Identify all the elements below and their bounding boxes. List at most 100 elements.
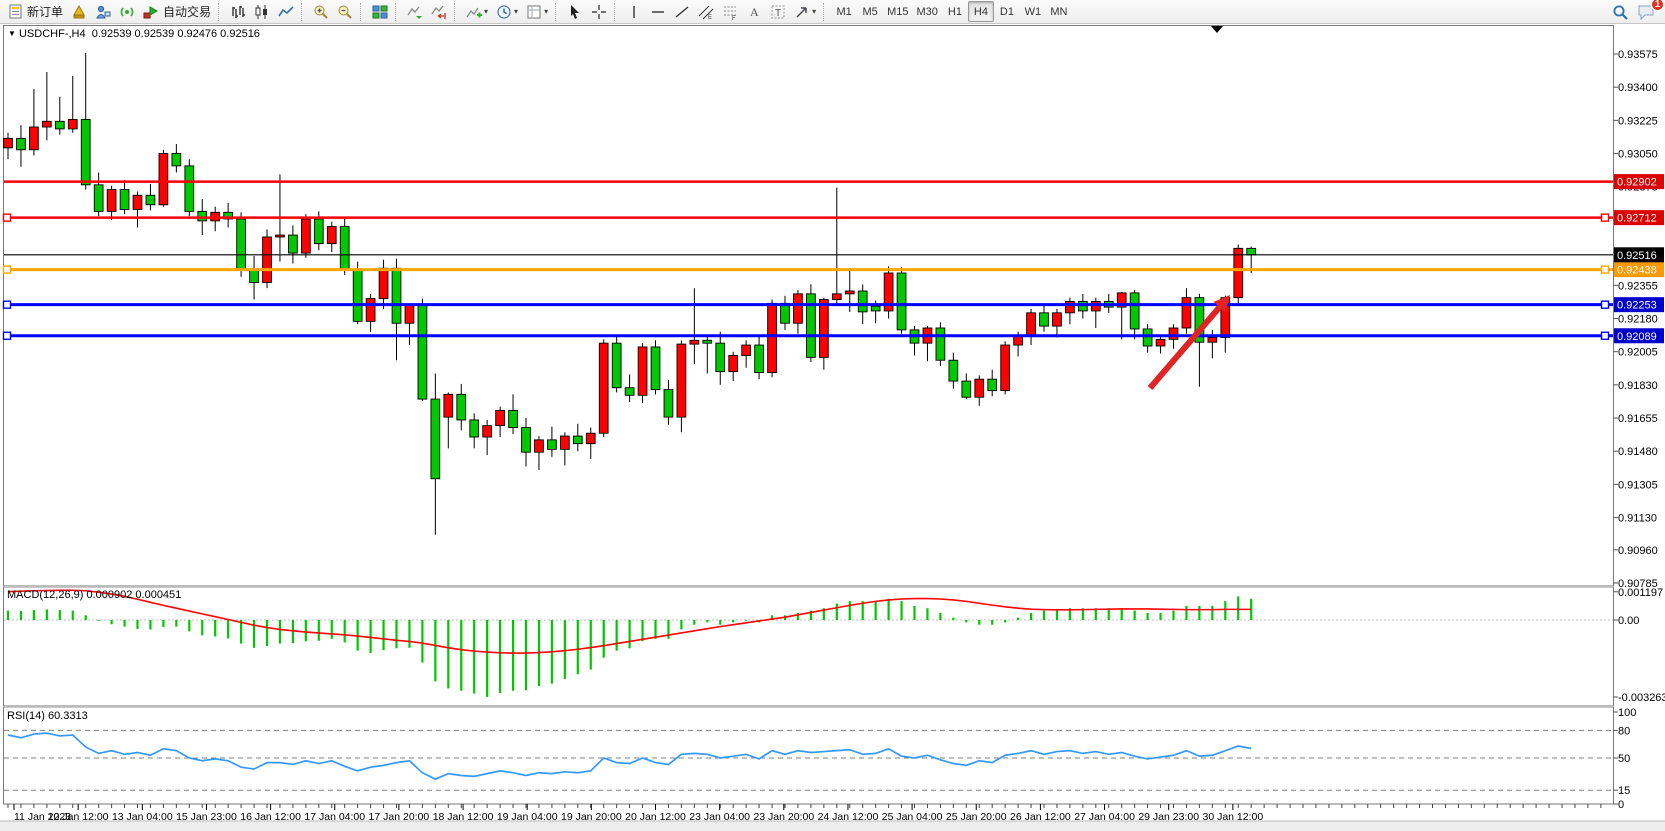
timeframe-m5-button[interactable]: M5 (862, 5, 878, 18)
timeframe-m1-button[interactable]: M1 (836, 5, 852, 18)
arrows-tool-button[interactable]: ▾ (790, 1, 820, 22)
chevron-down-icon[interactable]: ▾ (812, 7, 817, 16)
macd-indicator-label: MACD(12,26,9) 0.000902 0.000451 (7, 589, 182, 601)
toolbar-separator (395, 2, 400, 21)
equidistant-channel-button[interactable]: E (694, 1, 718, 22)
horizontal-line-button[interactable] (646, 1, 670, 22)
svg-text:0.92005: 0.92005 (1618, 347, 1658, 359)
auto-scroll-button[interactable] (403, 1, 427, 22)
strategy-tester-button[interactable] (91, 1, 115, 22)
signals-button[interactable] (115, 1, 139, 22)
text-label-button[interactable]: T (766, 1, 790, 22)
hline-0.92089[interactable] (2, 331, 1614, 340)
chevron-down-icon[interactable]: ▾ (514, 7, 519, 16)
chevron-down-icon[interactable]: ▾ (544, 7, 549, 16)
templates-button[interactable]: ▾ (522, 1, 552, 22)
timeframe-m15-button[interactable]: M15 (887, 5, 909, 18)
profile-icon (71, 4, 87, 20)
chart-symbol-header: ▼ USDCHF-,H4 0.92539 0.92539 0.92476 0.9… (8, 28, 260, 40)
svg-text:12 Jan 12:00: 12 Jan 12:00 (48, 811, 109, 823)
svg-text:0: 0 (1618, 799, 1624, 811)
timeframe-w1-button[interactable]: W1 (1024, 5, 1042, 18)
svg-text:0.92902: 0.92902 (1617, 177, 1657, 189)
template-icon (526, 4, 542, 20)
svg-text:0.93050: 0.93050 (1618, 149, 1658, 161)
toolbar-separator (360, 2, 365, 21)
hline-0.92253[interactable] (2, 300, 1614, 309)
charts-profile-button[interactable] (67, 1, 91, 22)
autotrading-button[interactable]: 自动交易 (139, 1, 215, 22)
trend-arrow-annotation[interactable] (1147, 295, 1230, 390)
svg-text:0.92089: 0.92089 (1617, 331, 1657, 343)
svg-text:0.92355: 0.92355 (1618, 280, 1658, 292)
timeframe-m30-button[interactable]: M30 (916, 5, 938, 18)
vertical-line-button[interactable] (622, 1, 646, 22)
channel-icon: E (698, 4, 714, 20)
bar-chart-button[interactable] (226, 1, 250, 22)
toolbar-separator (555, 2, 560, 21)
notifications-button[interactable]: 1 (1633, 0, 1664, 23)
arrows-icon (794, 4, 810, 20)
chart-shift-marker[interactable] (1211, 26, 1223, 33)
autotrading-button-label: 自动交易 (163, 5, 212, 19)
svg-text:0.91130: 0.91130 (1618, 513, 1657, 525)
timeframe-mn-button[interactable]: MN (1050, 5, 1068, 18)
trendline-button[interactable] (670, 1, 694, 22)
text-button[interactable]: A (742, 1, 766, 22)
svg-text:F: F (732, 16, 736, 20)
hline-handle[interactable] (1600, 300, 1610, 309)
hline-0.92712[interactable] (2, 213, 1614, 222)
chart-shift-button[interactable] (427, 1, 451, 22)
fibonacci-button[interactable]: F (718, 1, 742, 22)
svg-text:19 Jan 04:00: 19 Jan 04:00 (497, 811, 558, 823)
hline-handle[interactable] (1600, 213, 1610, 222)
vline-icon (626, 4, 642, 20)
svg-text:0.92712: 0.92712 (1617, 213, 1657, 225)
svg-text:A: A (750, 5, 759, 19)
chevron-down-icon[interactable]: ▾ (484, 7, 489, 16)
candlestick-chart-button[interactable] (250, 1, 274, 22)
notification-badge: 1 (1651, 0, 1664, 11)
svg-text:100: 100 (1618, 707, 1636, 719)
line-chart-button[interactable] (274, 1, 298, 22)
hline-handle[interactable] (2, 213, 12, 222)
rsi-line (7, 732, 1252, 781)
toolbar-separator (454, 2, 459, 21)
hline-handle[interactable] (2, 300, 12, 309)
hline-0.92438[interactable] (2, 265, 1614, 274)
chart-window[interactable]: 0.935750.934000.932250.930500.928750.927… (0, 24, 1665, 831)
hline-handle[interactable] (2, 265, 12, 274)
cursor-button[interactable] (563, 1, 587, 22)
hline-handle[interactable] (2, 331, 12, 340)
price-chart-canvas[interactable]: 0.935750.934000.932250.930500.928750.927… (0, 24, 1665, 831)
svg-text:-0.003263: -0.003263 (1618, 692, 1665, 704)
zoom-out-button[interactable] (333, 1, 357, 22)
hline-handle[interactable] (1600, 331, 1610, 340)
main-toolbar: 新订单 自动交易 ▾ ▾ ▾ E F A T ▾ M1 M5 M15 M30 H1 H4 D1 W1 MN 1 (0, 0, 1665, 24)
tile-windows-button[interactable] (368, 1, 392, 22)
price-tag-0.92089: 0.92089 (1614, 328, 1664, 344)
svg-text:0.93225: 0.93225 (1618, 115, 1658, 127)
symbol-dropdown-icon[interactable]: ▼ (8, 29, 16, 38)
tester-icon (95, 4, 111, 20)
svg-text:15 Jan 23:00: 15 Jan 23:00 (176, 811, 237, 823)
hline-handle[interactable] (1600, 265, 1610, 274)
search-button[interactable] (1608, 2, 1633, 23)
crosshair-button[interactable] (587, 1, 611, 22)
zoom-in-button[interactable] (309, 1, 333, 22)
svg-text:0.91830: 0.91830 (1618, 380, 1658, 392)
timeframe-d1-button[interactable]: D1 (999, 5, 1014, 18)
toolbar-separator (218, 2, 223, 21)
timeframe-h4-button[interactable]: H4 (967, 1, 994, 22)
price-tag-0.92712: 0.92712 (1614, 210, 1664, 226)
toolbar-separator (823, 2, 828, 21)
svg-text:30 Jan 12:00: 30 Jan 12:00 (1202, 811, 1263, 823)
svg-text:E: E (708, 15, 712, 20)
timeframe-h1-button[interactable]: H1 (947, 5, 962, 18)
new-order-button[interactable]: 新订单 (4, 1, 67, 22)
chartshift-icon (431, 4, 447, 20)
indicators-button[interactable]: ▾ (462, 1, 492, 22)
svg-text:25 Jan 04:00: 25 Jan 04:00 (882, 811, 943, 823)
periods-button[interactable]: ▾ (492, 1, 522, 22)
price-tag-0.92253: 0.92253 (1614, 297, 1664, 313)
